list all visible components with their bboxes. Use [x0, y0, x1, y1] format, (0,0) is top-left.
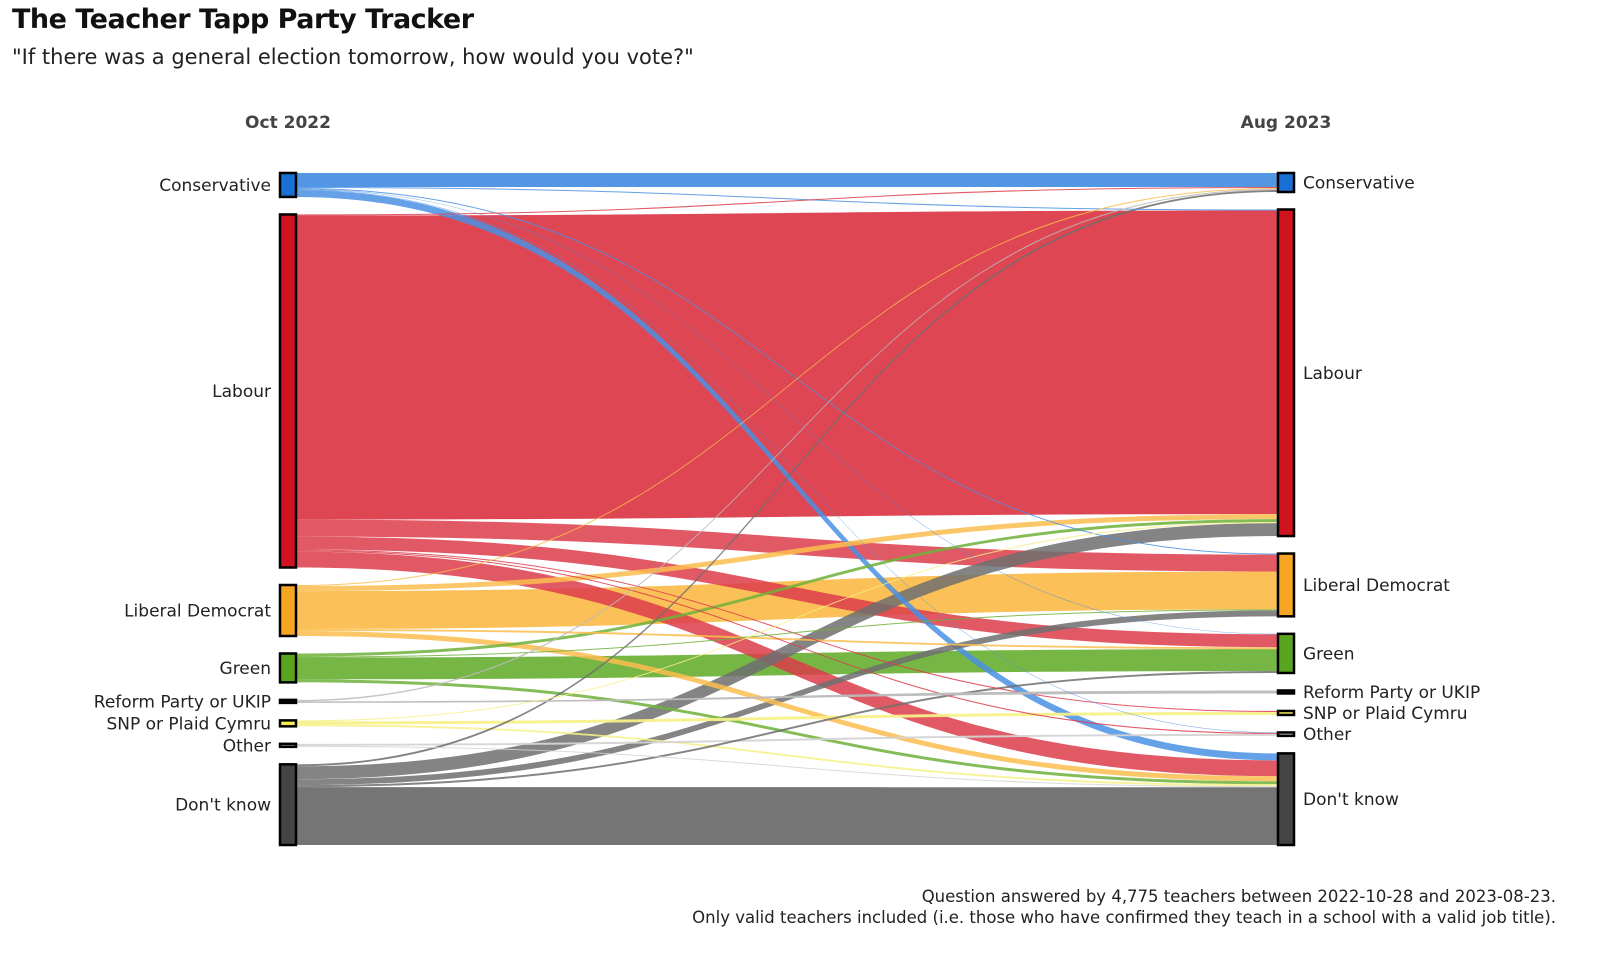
node-aug-2023-reform-party-or-ukip	[1276, 689, 1296, 695]
nodes	[278, 171, 1296, 847]
flow-labour-to-labour	[296, 210, 1278, 520]
column-header-right: Aug 2023	[1240, 113, 1332, 133]
label-left-other: Other	[223, 736, 271, 756]
node-oct-2022-conservative	[278, 171, 298, 199]
flow-conservative-to-green	[296, 189, 1278, 635]
flow-labour-to-other	[296, 550, 1278, 734]
node-aug-2023-labour	[1276, 208, 1296, 538]
flow-green-to-liberal-democrat	[296, 609, 1278, 658]
flow-labour-to-conservative	[296, 186, 1278, 216]
label-left-green: Green	[220, 659, 271, 679]
flow-conservative-to-liberal-democrat	[296, 188, 1278, 555]
footer-line-1: Question answered by 4,775 teachers betw…	[921, 887, 1556, 906]
label-right-green: Green	[1303, 644, 1354, 664]
chart-title: The Teacher Tapp Party Tracker	[12, 4, 474, 35]
node-oct-2022-other	[278, 742, 298, 749]
flow-other-to-don-t-know	[296, 745, 1278, 788]
node-oct-2022-snp-or-plaid-cymru	[278, 719, 298, 728]
flow-snp-or-plaid-cymru-to-labour	[296, 522, 1278, 722]
flow-reform-party-or-ukip-to-reform-party-or-ukip	[296, 690, 1278, 703]
label-right-don-t-know: Don't know	[1303, 790, 1399, 810]
flow-conservative-to-labour	[296, 186, 1278, 211]
flow-labour-to-green	[296, 536, 1278, 648]
node-oct-2022-don-t-know	[278, 763, 298, 847]
node-aug-2023-liberal-democrat	[1276, 552, 1296, 618]
label-right-liberal-democrat: Liberal Democrat	[1303, 576, 1450, 596]
label-left-snp-or-plaid-cymru: SNP or Plaid Cymru	[106, 714, 271, 734]
label-right-conservative: Conservative	[1303, 173, 1415, 193]
flow-liberal-democrat-to-conservative	[296, 187, 1278, 587]
flow-labour-to-snp-or-plaid-cymru	[296, 549, 1278, 712]
flow-liberal-democrat-to-liberal-democrat	[296, 571, 1278, 630]
flow-green-to-don-t-know	[296, 679, 1278, 785]
flow-don-t-know-to-conservative	[296, 190, 1278, 767]
flow-labour-to-don-t-know	[296, 551, 1278, 777]
flow-liberal-democrat-to-labour	[296, 514, 1278, 592]
label-left-conservative: Conservative	[159, 176, 271, 196]
flow-other-to-other	[296, 733, 1278, 746]
flow-conservative-to-conservative	[296, 173, 1278, 187]
node-aug-2023-snp-or-plaid-cymru	[1276, 709, 1296, 717]
footer-line-2: Only valid teachers included (i.e. those…	[692, 908, 1556, 927]
flow-snp-or-plaid-cymru-to-snp-or-plaid-cymru	[296, 711, 1278, 725]
label-right-reform-party-or-ukip: Reform Party or UKIP	[1303, 683, 1480, 703]
flow-liberal-democrat-to-green	[296, 629, 1278, 650]
flow-conservative-to-don-t-know	[296, 189, 1278, 761]
node-aug-2023-don-t-know	[1276, 752, 1296, 847]
flow-don-t-know-to-labour	[296, 523, 1278, 780]
flow-snp-or-plaid-cymru-to-don-t-know	[296, 724, 1278, 787]
node-aug-2023-conservative	[1276, 171, 1296, 194]
node-oct-2022-liberal-democrat	[278, 583, 298, 638]
chart-subtitle: "If there was a general election tomorro…	[12, 45, 694, 69]
node-oct-2022-green	[278, 652, 298, 684]
node-labels: Conservative Labour Liberal Democrat Green R…	[94, 173, 1480, 815]
node-oct-2022-labour	[278, 213, 298, 569]
links	[296, 173, 1278, 845]
label-right-other: Other	[1303, 725, 1351, 745]
flow-liberal-democrat-to-don-t-know	[296, 630, 1278, 782]
node-aug-2023-green	[1276, 632, 1296, 675]
label-right-snp-or-plaid-cymru: SNP or Plaid Cymru	[1303, 704, 1468, 724]
flow-don-t-know-to-don-t-know	[296, 787, 1278, 845]
flow-green-to-labour	[296, 519, 1278, 657]
column-header-left: Oct 2022	[245, 113, 331, 133]
label-left-don-t-know: Don't know	[175, 796, 271, 816]
node-oct-2022-reform-party-or-ukip	[278, 698, 298, 705]
label-left-liberal-democrat: Liberal Democrat	[124, 602, 271, 622]
flow-reform-party-or-ukip-to-conservative	[296, 189, 1278, 702]
label-right-labour: Labour	[1303, 364, 1362, 384]
flow-don-t-know-to-green	[296, 671, 1278, 788]
footer-note: Question answered by 4,775 teachers betw…	[692, 886, 1556, 928]
label-left-labour: Labour	[212, 382, 271, 402]
node-aug-2023-other	[1276, 731, 1296, 738]
label-left-reform-party-or-ukip: Reform Party or UKIP	[94, 692, 271, 712]
flow-conservative-to-other	[296, 189, 1278, 733]
